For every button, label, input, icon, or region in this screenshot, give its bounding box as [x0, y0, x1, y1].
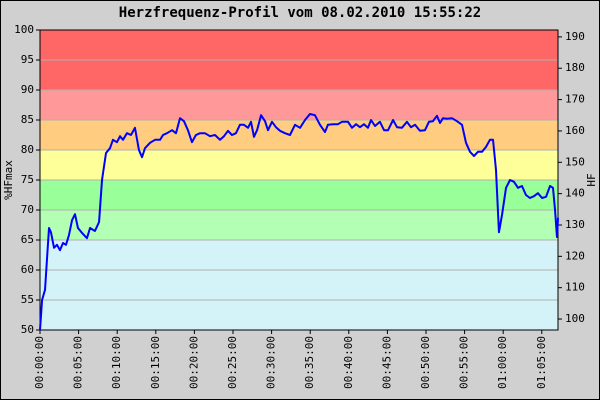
- y-tick-label: 80: [21, 143, 34, 156]
- y2-tick-label: 180: [565, 61, 585, 74]
- y2-tick-label: 140: [565, 187, 585, 200]
- y2-tick-label: 130: [565, 218, 585, 231]
- x-tick-label: 00:15:00: [149, 336, 162, 389]
- y-tick-label: 50: [21, 323, 34, 336]
- y2-axis-label: HF: [585, 173, 598, 186]
- y-tick-label: 55: [21, 293, 34, 306]
- y-axis-label: %HFmax: [2, 160, 15, 200]
- zone: [40, 240, 558, 330]
- y2-tick-label: 100: [565, 312, 585, 325]
- plot-border: [39, 29, 559, 331]
- x-tick-label: 00:00:00: [33, 336, 46, 389]
- zone: [40, 210, 558, 240]
- zone: [40, 90, 558, 120]
- y-tick-label: 95: [21, 53, 34, 66]
- y2-tick-label: 150: [565, 155, 585, 168]
- zone: [40, 120, 558, 150]
- y-tick-label: 60: [21, 263, 34, 276]
- y2-tick-label: 170: [565, 93, 585, 106]
- heart-rate-line: [39, 113, 559, 331]
- x-tick-label: 00:55:00: [458, 336, 471, 389]
- y-tick-label: 70: [21, 203, 34, 216]
- y-tick-label: 85: [21, 113, 34, 126]
- x-tick-label: 00:30:00: [265, 336, 278, 389]
- zone: [40, 180, 558, 210]
- y-tick-label: 65: [21, 233, 34, 246]
- y2-tick-label: 190: [565, 30, 585, 43]
- zone: [40, 150, 558, 180]
- x-tick-label: 00:45:00: [380, 336, 393, 389]
- chart-title: Herzfrequenz-Profil vom 08.02.2010 15:55…: [119, 5, 481, 21]
- y2-tick-label: 110: [565, 281, 585, 294]
- y-tick-label: 75: [21, 173, 34, 186]
- y-tick-label: 90: [21, 83, 34, 96]
- y2-tick-label: 160: [565, 124, 585, 137]
- x-tick-label: 00:20:00: [187, 336, 200, 389]
- x-tick-label: 00:35:00: [303, 336, 316, 389]
- x-tick-label: 01:00:00: [496, 336, 509, 389]
- x-tick-label: 00:25:00: [226, 336, 239, 389]
- x-tick-label: 00:10:00: [110, 336, 123, 389]
- x-tick-label: 00:40:00: [342, 336, 355, 389]
- x-tick-label: 01:05:00: [535, 336, 548, 389]
- x-tick-label: 00:05:00: [72, 336, 85, 389]
- y2-tick-label: 120: [565, 249, 585, 262]
- y-tick-label: 100: [14, 23, 34, 36]
- x-tick-label: 00:50:00: [419, 336, 432, 389]
